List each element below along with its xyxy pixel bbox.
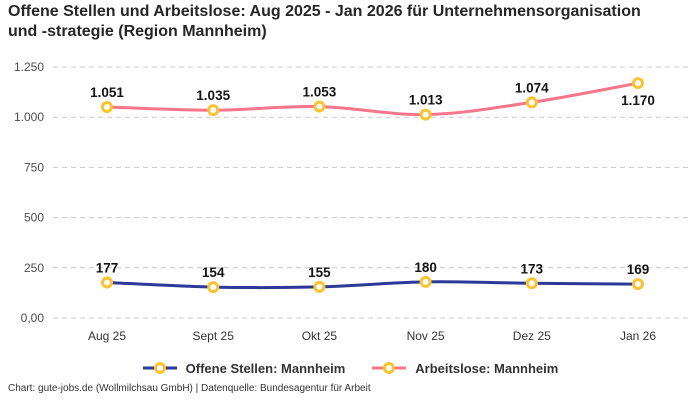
data-point-marker (101, 100, 113, 113)
x-tick-label: Nov 25 (407, 329, 445, 343)
data-point-label: 177 (96, 260, 119, 275)
chart-legend: Offene Stellen: Mannheim Arbeitslose: Man… (0, 358, 700, 378)
data-point-label: 154 (202, 265, 225, 280)
data-point-marker (419, 108, 432, 121)
data-point-marker (632, 278, 644, 291)
data-point-label: 155 (308, 265, 331, 280)
x-tick-label: Aug 25 (88, 329, 126, 343)
x-tick-label: Dez 25 (513, 329, 551, 343)
data-point-label: 1.035 (196, 88, 230, 103)
data-point-marker (101, 276, 113, 289)
y-tick-label: 1.250 (14, 60, 44, 74)
legend-item: Offene Stellen: Mannheim (142, 360, 346, 376)
chart-title: Offene Stellen und Arbeitslose: Aug 2025… (8, 3, 641, 40)
data-point-label: 169 (627, 262, 650, 277)
data-point-marker (419, 275, 432, 288)
y-tick-label: 750 (24, 160, 44, 174)
chart-source-footer: Chart: gute-jobs.de (Wollmilchsau GmbH) … (8, 383, 371, 394)
legend-line-marker-icon (372, 362, 407, 374)
data-point-marker (525, 96, 538, 109)
data-point-marker (207, 104, 220, 117)
data-point-label: 1.053 (303, 85, 337, 100)
data-point-marker (525, 277, 538, 290)
data-point-label: 1.074 (515, 80, 549, 95)
series-line (105, 280, 640, 290)
data-point-marker (313, 100, 326, 113)
data-point-marker (632, 77, 644, 90)
y-tick-label: 1.000 (14, 110, 44, 124)
data-point-label: 1.013 (409, 93, 443, 108)
x-tick-label: Jan 26 (620, 329, 656, 343)
x-tick-label: Okt 25 (302, 329, 338, 343)
data-point-label: 180 (414, 260, 437, 275)
legend-label: Offene Stellen: Mannheim (185, 360, 346, 376)
y-tick-label: 0,00 (21, 311, 45, 325)
x-tick-label: Sept 25 (193, 329, 235, 343)
legend-label: Arbeitslose: Mannheim (415, 360, 559, 376)
series-line (105, 81, 640, 117)
y-tick-label: 500 (24, 211, 44, 225)
data-point-label: 1.051 (90, 85, 124, 100)
y-tick-label: 250 (24, 261, 44, 275)
line-chart: 1.250 1.000 750 500 250 0,00 Aug 25 Sept 25 Okt … (14, 60, 692, 343)
data-point-label: 1.170 (621, 93, 655, 108)
data-point-marker (313, 280, 326, 293)
legend-item: Arbeitslose: Mannheim (371, 361, 558, 376)
data-point-label: 173 (521, 261, 544, 276)
data-point-marker (207, 281, 220, 294)
legend-line-marker-icon (142, 362, 177, 374)
